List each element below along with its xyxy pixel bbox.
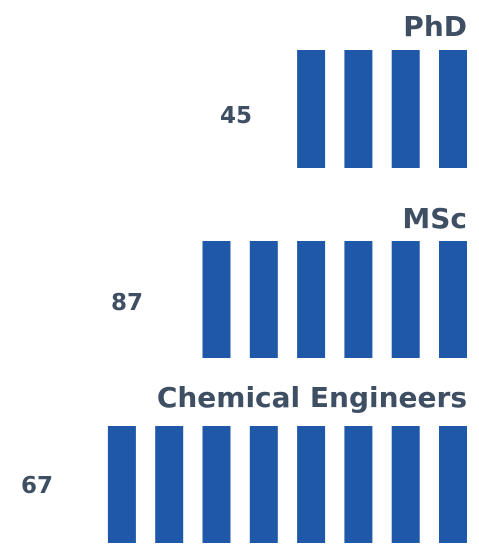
row-bars-phd bbox=[297, 50, 467, 168]
bar-icon bbox=[155, 426, 184, 543]
bar-icon bbox=[202, 241, 231, 358]
bar-icon bbox=[344, 241, 373, 358]
bar-icon bbox=[391, 426, 420, 543]
row-title-chemical-engineers: Chemical Engineers bbox=[157, 381, 467, 414]
bar-icon bbox=[344, 426, 373, 543]
row-chemical-engineers: Chemical Engineers 67 bbox=[21, 381, 467, 543]
bar-icon bbox=[344, 50, 373, 168]
row-bars-msc bbox=[202, 241, 467, 358]
bar-icon bbox=[439, 50, 467, 168]
row-value-chemical-engineers: 67 bbox=[21, 473, 53, 499]
row-msc: MSc 87 bbox=[111, 202, 467, 358]
bar-icon bbox=[297, 50, 326, 168]
row-phd: PhD 45 bbox=[220, 10, 467, 168]
bar-icon bbox=[249, 241, 278, 358]
row-value-msc: 87 bbox=[111, 290, 143, 316]
bar-icon bbox=[107, 426, 136, 543]
bar-icon bbox=[297, 241, 326, 358]
bar-icon bbox=[202, 426, 231, 543]
bar-icon bbox=[391, 50, 420, 168]
row-bars-chemical-engineers bbox=[107, 426, 467, 543]
bar-icon bbox=[439, 426, 467, 543]
bar-icon bbox=[439, 241, 467, 358]
row-title-phd: PhD bbox=[403, 10, 467, 43]
bar-icon bbox=[297, 426, 326, 543]
row-title-msc: MSc bbox=[402, 202, 467, 235]
bar-icon bbox=[249, 426, 278, 543]
bar-icon bbox=[391, 241, 420, 358]
row-value-phd: 45 bbox=[220, 103, 252, 129]
